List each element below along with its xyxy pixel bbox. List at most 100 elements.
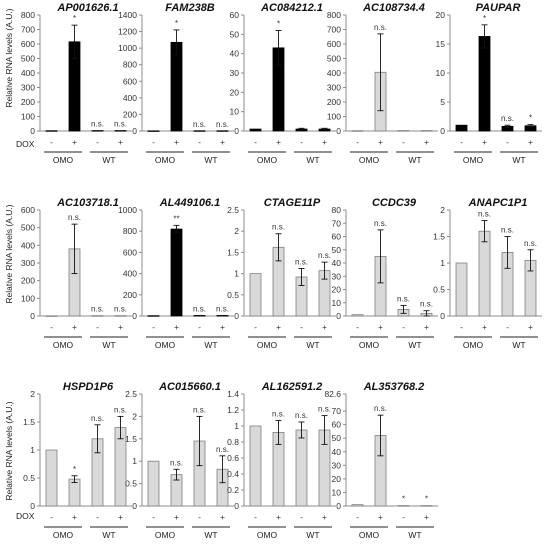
chart-10-dox-sign-0: - xyxy=(50,512,53,522)
chart-10-bar-1 xyxy=(68,478,81,507)
chart-11-bar-0 xyxy=(147,460,160,507)
chart-3-tick-label-1: 100 xyxy=(327,112,341,122)
chart-13-tick-label-0: 0 xyxy=(336,501,341,511)
chart-6-bar-3 xyxy=(216,315,229,317)
chart-12-tick-label-1: 0.2 xyxy=(227,485,239,495)
chart-6-tick-label-0: 0 xyxy=(132,311,137,321)
chart-7-title: CTAGE11P xyxy=(264,197,321,209)
chart-13-group-label-0: OMO xyxy=(359,530,380,540)
chart-12-sig-label-2: n.s. xyxy=(295,411,308,420)
chart-9-group-label-1: WT xyxy=(512,340,525,350)
chart-10-tick-label-4: 2 xyxy=(30,389,35,399)
chart-9-bar-0 xyxy=(455,262,468,317)
chart-13-sig-label-1: n.s. xyxy=(374,404,387,413)
chart-1-sig-label-1: * xyxy=(175,19,178,28)
chart-13-sig-label-2: * xyxy=(402,495,405,504)
chart-13-bar-2 xyxy=(397,505,410,507)
chart-2-tick-label-0: 0 xyxy=(234,126,239,136)
chart-13-tick-label-2: 20 xyxy=(332,474,342,484)
chart-1-dox-sign-1: + xyxy=(174,137,179,147)
chart-13-sig-label-3: * xyxy=(425,495,428,504)
chart-10-tick-label-1: 0.5 xyxy=(23,473,35,483)
chart-1-group-label-1: WT xyxy=(204,155,217,165)
chart-4-title: PAUPAR xyxy=(476,2,521,14)
chart-8-sig-label-2: n.s. xyxy=(397,294,410,303)
chart-4-tick-label-2: 10 xyxy=(436,68,446,78)
chart-0-tick-label-4: 400 xyxy=(21,68,35,78)
chart-7-group-label-1: WT xyxy=(306,340,319,350)
chart-8-bar-0 xyxy=(351,314,364,317)
chart-2-tick-label-1: 10 xyxy=(230,107,240,117)
chart-13-dox-sign-0: - xyxy=(356,512,359,522)
chart-4-tick-label-3: 15 xyxy=(436,39,446,49)
chart-8-group-label-0: OMO xyxy=(359,340,380,350)
chart-7-dox-sign-0: - xyxy=(254,322,257,332)
chart-12-sig-label-1: n.s. xyxy=(272,409,285,418)
chart-1-dox-sign-2: - xyxy=(198,137,201,147)
chart-1-group-label-0: OMO xyxy=(155,155,176,165)
chart-8-tick-label-8: 80 xyxy=(332,205,342,215)
chart-12-dox-sign-2: - xyxy=(300,512,303,522)
chart-11-tick-label-5: 2.5 xyxy=(125,389,137,399)
chart-13: AL353768.2 0 10 20 30 40 50 60 70 82.6 - n.s. + * - * + O… xyxy=(324,381,438,540)
chart-0-sig-label-1: * xyxy=(73,14,76,23)
chart-5-dox-sign-0: - xyxy=(50,322,53,332)
chart-10-title: HSPD1P6 xyxy=(63,381,114,393)
chart-3-bar-3 xyxy=(420,130,433,132)
chart-9-sig-label-1: n.s. xyxy=(478,210,491,219)
chart-9: ANAPC1P1 0 0.5 1 1.5 2 - n.s. + n.s. - n.s. + OMO WT xyxy=(433,197,542,350)
chart-11-group-label-1: WT xyxy=(204,530,217,540)
chart-1-tick-label-3: 600 xyxy=(123,76,137,86)
chart-10-dox-sign-3: + xyxy=(118,512,123,522)
chart-6-dox-sign-3: + xyxy=(220,322,225,332)
chart-6-sig-label-3: n.s. xyxy=(216,304,229,313)
chart-0-group-label-1: WT xyxy=(102,155,115,165)
chart-0-tick-label-7: 700 xyxy=(21,25,35,35)
chart-1-tick-label-4: 800 xyxy=(123,60,137,70)
chart-1-bar-0 xyxy=(147,130,160,132)
chart-2-title: AC084212.1 xyxy=(260,2,323,14)
chart-8-tick-label-7: 70 xyxy=(332,218,342,228)
chart-6-bar-2 xyxy=(193,315,206,317)
chart-6-tick-label-1: 200 xyxy=(123,290,137,300)
chart-5-title: AC103718.1 xyxy=(56,197,119,209)
chart-9-tick-label-2: 1 xyxy=(440,258,445,268)
chart-4-group-label-1: WT xyxy=(512,155,525,165)
chart-6-sig-label-2: n.s. xyxy=(193,304,206,313)
chart-6-dox-sign-1: + xyxy=(174,322,179,332)
chart-5-tick-label-1: 100 xyxy=(21,293,35,303)
chart-12-tick-label-2: 0.4 xyxy=(227,469,239,479)
chart-13-tick-label-5: 50 xyxy=(332,433,342,443)
chart-11-tick-label-3: 1.5 xyxy=(125,434,137,444)
chart-4-bar-0 xyxy=(455,124,468,132)
chart-3-group-label-0: OMO xyxy=(359,155,380,165)
chart-3-tick-label-0: 0 xyxy=(336,126,341,136)
chart-10-tick-label-0: 0 xyxy=(30,501,35,511)
chart-1-bar-1 xyxy=(170,41,183,132)
chart-1-title: FAM238B xyxy=(165,2,215,14)
chart-11-group-label-0: OMO xyxy=(155,530,176,540)
chart-1-tick-label-0: 0 xyxy=(132,126,137,136)
chart-10-dox-sign-2: - xyxy=(96,512,99,522)
chart-12-tick-label-4: 0.8 xyxy=(227,437,239,447)
chart-7-sig-label-1: n.s. xyxy=(272,223,285,232)
chart-5-tick-label-6: 600 xyxy=(21,205,35,215)
chart-3-tick-label-3: 300 xyxy=(327,83,341,93)
chart-6-title: AL449106.1 xyxy=(159,197,221,209)
chart-11-dox-sign-0: - xyxy=(152,512,155,522)
chart-11-tick-label-0: 0 xyxy=(132,501,137,511)
chart-11-sig-label-1: n.s. xyxy=(170,458,183,467)
chart-6-tick-label-5: 1000 xyxy=(118,205,137,215)
chart-13-dox-sign-2: - xyxy=(402,512,405,522)
dox-label-row3: DOX xyxy=(16,511,35,521)
chart-2-tick-label-4: 40 xyxy=(230,49,240,59)
chart-0-sig-label-3: n.s. xyxy=(114,120,127,129)
chart-2-dox-sign-2: - xyxy=(300,137,303,147)
chart-8-dox-sign-3: + xyxy=(424,322,429,332)
chart-9-bar-1 xyxy=(478,230,491,317)
chart-7-tick-label-5: 2.5 xyxy=(227,205,239,215)
chart-4-dox-sign-2: - xyxy=(506,137,509,147)
chart-2-sig-label-1: * xyxy=(277,19,280,28)
chart-12-sig-label-3: n.s. xyxy=(318,405,331,414)
chart-13-tick-label-8: 82.6 xyxy=(324,389,341,399)
